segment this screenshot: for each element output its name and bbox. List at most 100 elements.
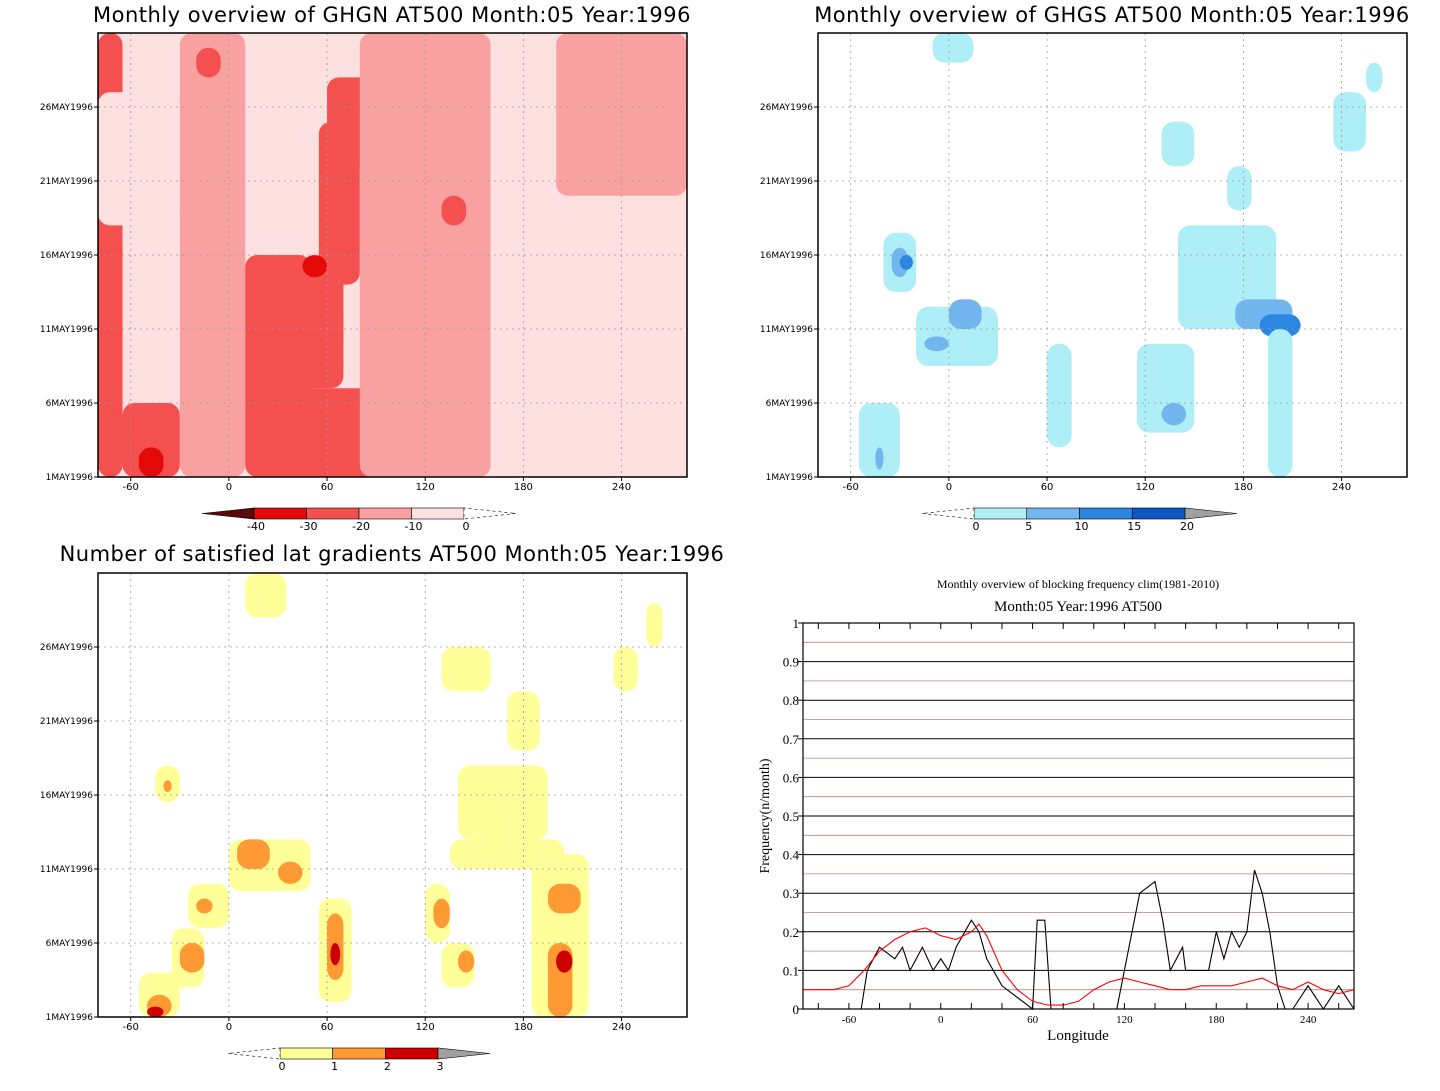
colorbar-left-arrow: [921, 507, 975, 520]
ghgs-panel: Monthly overview of GHGS AT500 Month:05 …: [760, 3, 1410, 533]
y-tick-label: 11MAY1996: [40, 865, 93, 875]
contour-region: [556, 33, 687, 196]
colorbar-segment: [358, 507, 412, 520]
contour-region: [302, 255, 328, 278]
x-tick-label: -60: [123, 1022, 139, 1033]
y-tick-label: 6MAY1996: [766, 399, 814, 409]
x-tick-label: 0: [226, 1022, 232, 1033]
y-tick-label: 0.3: [783, 886, 799, 901]
y-tick-label: 26MAY1996: [40, 643, 93, 653]
y-tick-label: 1MAY1996: [46, 473, 94, 483]
colorbar-label: 0: [973, 520, 980, 533]
x-tick-label: 240: [612, 1022, 631, 1033]
x-tick-label: -60: [843, 482, 859, 493]
y-tick-label: 0.2: [783, 925, 799, 940]
x-tick-label: 120: [1136, 482, 1155, 493]
contour-region: [130, 343, 172, 389]
colorbar-segment: [1131, 507, 1186, 520]
ghgs-title: Monthly overview of GHGS AT500 Month:05 …: [814, 3, 1410, 27]
blocking-grid: [803, 641, 1354, 1010]
colorbar-segment: [332, 1047, 386, 1060]
contour-region: [441, 647, 491, 692]
blocking-title: Monthly overview of blocking frequency c…: [937, 577, 1219, 591]
contour-region: [1047, 343, 1072, 448]
y-tick-label: 1: [793, 616, 800, 631]
contour-region: [1161, 121, 1195, 167]
contour-region: [147, 1006, 164, 1017]
x-tick-label: -60: [842, 1014, 857, 1026]
contour-region: [899, 255, 913, 270]
y-tick-label: 0.4: [783, 848, 800, 863]
ghgs-axes: -60 0 60 120 180 240 1MAY1996 6MAY1996 11MAY1996…: [760, 32, 1408, 493]
contour-region: [179, 943, 205, 973]
y-tick-label: 0.5: [783, 809, 799, 824]
contour-region: [646, 602, 663, 647]
contour-region: [457, 765, 548, 840]
ghgn-title: Monthly overview of GHGN AT500 Month:05 …: [93, 3, 691, 27]
contour-region: [875, 447, 884, 470]
x-tick-label: 60: [321, 1022, 334, 1033]
x-tick-label: 120: [416, 1022, 435, 1033]
contour-region: [196, 47, 221, 78]
colorbar-label: -20: [352, 520, 370, 533]
x-tick-label: 60: [1041, 482, 1054, 493]
contour-region: [163, 780, 172, 793]
x-tick-label: 180: [1208, 1014, 1225, 1026]
colorbar-label: 0: [279, 1060, 286, 1073]
contour-region: [1161, 403, 1187, 426]
contour-region: [330, 943, 341, 966]
series-line: [803, 923, 1355, 1006]
ghgn-colorbar: -40 -30 -20 -10 0: [201, 507, 517, 533]
y-tick-label: 26MAY1996: [760, 103, 813, 113]
x-tick-label: 60: [321, 482, 334, 493]
y-tick-label: 6MAY1996: [46, 939, 94, 949]
colorbar-label: 2: [384, 1060, 391, 1073]
x-tick-label: 240: [1332, 482, 1351, 493]
lat-gradients-axes: -60 0 60 120 180 240 1MAY1996 6MAY1996 11MAY1996…: [40, 572, 688, 1033]
colorbar-segment: [279, 1047, 333, 1060]
contour-region: [858, 403, 900, 477]
contour-region: [98, 92, 180, 226]
x-tick-label: 0: [946, 482, 952, 493]
contour-region: [932, 33, 974, 63]
contour-region: [122, 403, 180, 477]
lat-gradients-colorbar: 0 1 2 3: [227, 1047, 491, 1073]
x-tick-label: 0: [226, 482, 232, 493]
colorbar-label: 0: [463, 520, 470, 533]
blocking-subtitle: Month:05 Year:1996 AT500: [994, 599, 1162, 615]
y-tick-label: 16MAY1996: [760, 251, 813, 261]
contour-region: [277, 861, 303, 884]
contour-region: [556, 195, 687, 478]
lat-gradients-panel: Number of satisfied lat gradients AT500 …: [40, 542, 725, 1073]
colorbar-left-arrow: [201, 507, 255, 520]
colorbar-segment: [411, 507, 465, 520]
colorbar-label: 3: [437, 1060, 444, 1073]
contour-region: [547, 883, 581, 914]
blocking-axes: -60 0 60 120 180 240 0 0.1 0.2 0.3 0.4 0.5 0.6 0.7 0.8…: [783, 616, 1355, 1026]
colorbar-label: 20: [1180, 520, 1194, 533]
ghgs-colorbar: 0 5 10 15 20: [921, 507, 1238, 533]
colorbar-label: 1: [331, 1060, 338, 1073]
colorbar-label: -40: [247, 520, 265, 533]
colorbar-label: -30: [300, 520, 318, 533]
x-tick-label: 180: [514, 482, 533, 493]
x-tick-label: 120: [1116, 1014, 1133, 1026]
lat-gradients-title: Number of satisfied lat gradients AT500 …: [60, 542, 725, 566]
x-tick-label: 240: [612, 482, 631, 493]
y-tick-label: 21MAY1996: [40, 717, 93, 727]
y-tick-label: 16MAY1996: [40, 791, 93, 801]
colorbar-segment: [253, 507, 307, 520]
contour-region: [1366, 62, 1383, 93]
x-tick-label: 60: [1027, 1014, 1039, 1026]
blocking-ylabel: Frequency(n/month): [758, 758, 773, 873]
y-tick-label: 0: [793, 1002, 800, 1017]
y-tick-label: 1MAY1996: [766, 473, 814, 483]
colorbar-label: 15: [1127, 520, 1141, 533]
contour-region: [1333, 92, 1367, 152]
contour-region: [245, 573, 287, 618]
y-tick-label: 1MAY1996: [46, 1013, 94, 1023]
blocking-series: [803, 869, 1355, 1011]
x-tick-label: 0: [938, 1014, 944, 1026]
contour-region: [457, 950, 475, 973]
colorbar-segment: [306, 507, 360, 520]
